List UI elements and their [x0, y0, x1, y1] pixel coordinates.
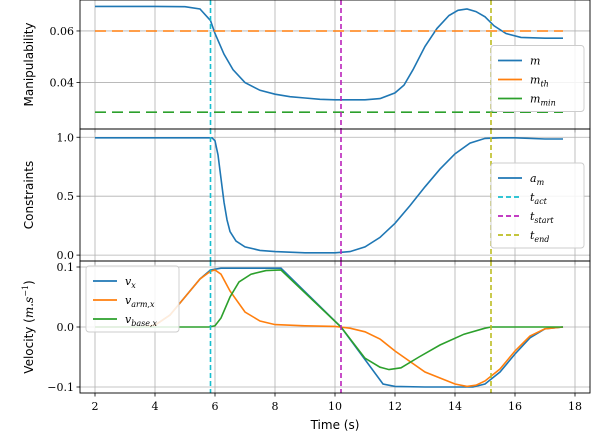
legend-label: tstart	[530, 210, 554, 225]
x-axis-title: Time (s)	[310, 418, 360, 432]
series-line-a-m	[95, 137, 563, 254]
x-tick-label: 2	[92, 400, 99, 413]
x-tick-label: 10	[328, 400, 342, 413]
legend-label-main: t	[530, 191, 535, 204]
y-tick-label: 1.0	[57, 131, 75, 144]
legend-label-main: v	[125, 313, 132, 326]
y-axis-title-close: )	[22, 280, 36, 285]
legend-label-subscript: end	[534, 235, 549, 244]
x-tick-label: 18	[568, 400, 582, 413]
legend-box	[490, 162, 585, 249]
y-tick-label: −0.1	[47, 381, 74, 394]
series-line-m	[95, 5, 563, 101]
legend-label-main: m	[530, 55, 540, 68]
plot-area	[95, 0, 563, 129]
x-tick-label: 8	[272, 400, 279, 413]
y-tick-label: 0.0	[57, 321, 75, 334]
legend-box	[85, 265, 180, 333]
x-tick-label: 4	[152, 400, 159, 413]
legend-label-subscript: arm,x	[131, 300, 155, 309]
legend-label-subscript: min	[540, 99, 555, 108]
y-tick-label: 0.06	[50, 25, 75, 38]
legend-label-subscript: m	[537, 178, 545, 187]
series-line-v-arm-x	[95, 269, 564, 388]
x-tick-label: 12	[388, 400, 402, 413]
legend-label-subscript: act	[534, 197, 547, 206]
y-axis-title: Constraints	[22, 161, 36, 229]
y-tick-label: 0.1	[57, 261, 75, 274]
legend-label: tend	[530, 229, 549, 244]
legend-label: vbase,x	[125, 313, 157, 328]
legend-label: tact	[530, 191, 548, 206]
y-axis-title: Manipulability	[22, 23, 36, 107]
series-line-v-base-x	[95, 269, 563, 371]
x-tick-label: 14	[448, 400, 462, 413]
y-tick-label: 0.04	[50, 77, 75, 90]
legend-label: m	[530, 55, 540, 68]
y-tick-label: 0.5	[57, 190, 75, 203]
y-axis-title-exponent: −1	[21, 285, 30, 297]
legend-label: am	[530, 172, 545, 187]
x-tick-label: 16	[508, 400, 522, 413]
legend-label: mmin	[530, 93, 556, 108]
legend-label-main: m	[530, 93, 540, 106]
y-axis-title-unit: m.s	[22, 297, 36, 318]
legend-label: vx	[125, 275, 136, 290]
legend-label-subscript: start	[534, 216, 554, 225]
legend-label-main: v	[125, 294, 132, 307]
legend-label: mth	[530, 74, 549, 89]
legend-label-main: t	[530, 229, 535, 242]
legend-label: varm,x	[125, 294, 155, 309]
legend-label-main: t	[530, 210, 535, 223]
x-tick-label: 6	[212, 400, 219, 413]
y-axis-title: Velocity (m.s−1)	[21, 280, 36, 373]
legend-label-main: m	[530, 74, 540, 87]
legend-label-main: a	[530, 172, 537, 185]
legend-label-main: v	[125, 275, 132, 288]
legend-box	[490, 45, 585, 112]
legend-label-subscript: base,x	[131, 319, 157, 328]
legend-label-subscript: th	[540, 80, 548, 89]
y-tick-label: 0.0	[57, 249, 75, 262]
legend-label-subscript: x	[131, 281, 136, 290]
y-axis-title-main: Velocity (	[22, 318, 36, 374]
